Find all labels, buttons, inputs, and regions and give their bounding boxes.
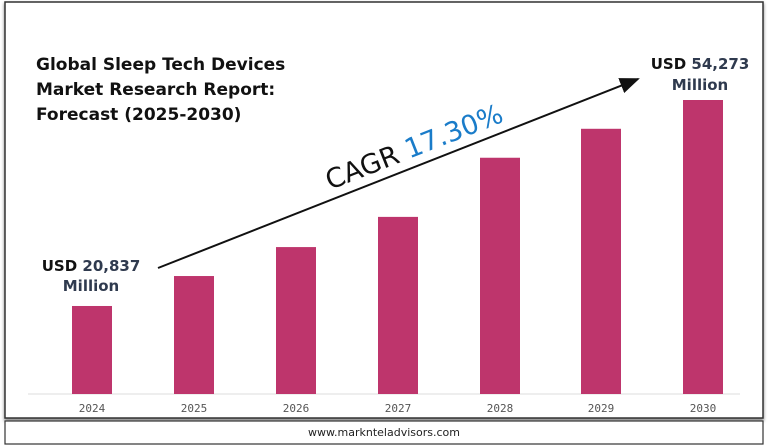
footer-frame: [4, 420, 764, 445]
start-value: 20,837: [82, 257, 140, 275]
title-line-3: Forecast (2025-2030): [36, 105, 241, 125]
end-prefix: USD: [651, 55, 692, 73]
title-line-1: Global Sleep Tech Devices: [36, 55, 285, 75]
end-unit: Million: [672, 76, 728, 94]
end-value: 54,273: [691, 55, 749, 73]
bar-2026: [276, 247, 316, 394]
x-tick-2025: 2025: [181, 402, 208, 415]
bars: [72, 100, 723, 394]
x-tick-2029: 2029: [588, 402, 615, 415]
start-unit: Million: [63, 277, 119, 295]
bar-2024: [72, 305, 112, 394]
start-prefix: USD: [42, 257, 83, 275]
x-tick-2028: 2028: [487, 402, 514, 415]
footer-website[interactable]: www.marknteladvisors.com: [308, 426, 460, 439]
bar-2028: [480, 157, 520, 394]
x-tick-2026: 2026: [283, 402, 310, 415]
x-tick-2030: 2030: [690, 402, 717, 415]
start-value-label: USD 20,837: [42, 257, 141, 275]
x-tick-2024: 2024: [79, 402, 106, 415]
bar-2027: [378, 216, 418, 394]
growth-arrow: [157, 78, 640, 269]
title-line-2: Market Research Report:: [36, 80, 275, 100]
x-tick-labels: 2024 2025 2026 2027 2028 2029 2030: [79, 402, 717, 415]
x-tick-2027: 2027: [385, 402, 412, 415]
bar-2030: [683, 100, 723, 394]
end-value-label: USD 54,273: [651, 55, 750, 73]
bar-2029: [581, 128, 621, 394]
chart-title: Global Sleep Tech Devices Market Researc…: [36, 55, 285, 125]
bar-2025: [174, 276, 214, 394]
